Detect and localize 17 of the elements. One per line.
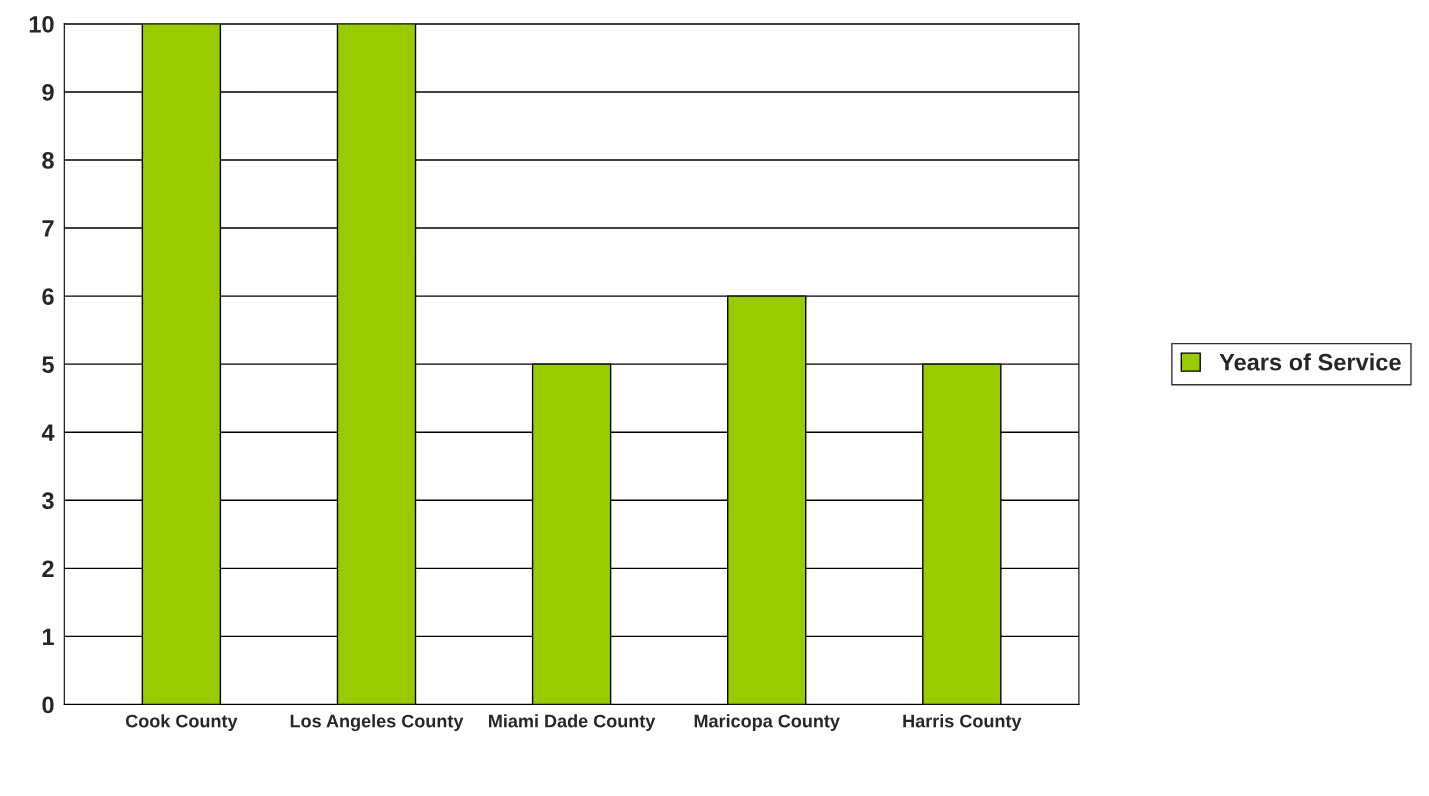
y-tick-label: 4 — [41, 424, 55, 441]
x-tick-label: Maricopa County — [694, 714, 840, 732]
x-tick-label: Los Angeles County — [290, 714, 464, 732]
y-tick-label: 8 — [42, 152, 54, 169]
legend-label: Years of Service — [1219, 353, 1401, 371]
x-tick-label: Harris County — [903, 714, 1022, 732]
x-tick-label: Miami Dade County — [489, 714, 656, 732]
y-tick-label: 2 — [42, 560, 54, 577]
y-tick-label: 6 — [42, 288, 54, 305]
y-tick-label: 0 — [42, 696, 54, 714]
y-tick-label: 10 — [29, 15, 54, 33]
y-tick-label: 9 — [42, 84, 54, 101]
y-tick-label: 1 — [42, 628, 54, 645]
y-tick-label: 5 — [42, 356, 54, 373]
y-tick-label: 7 — [42, 220, 54, 237]
x-tick-label: Cook County — [125, 714, 238, 732]
y-tick-label: 3 — [42, 492, 54, 510]
